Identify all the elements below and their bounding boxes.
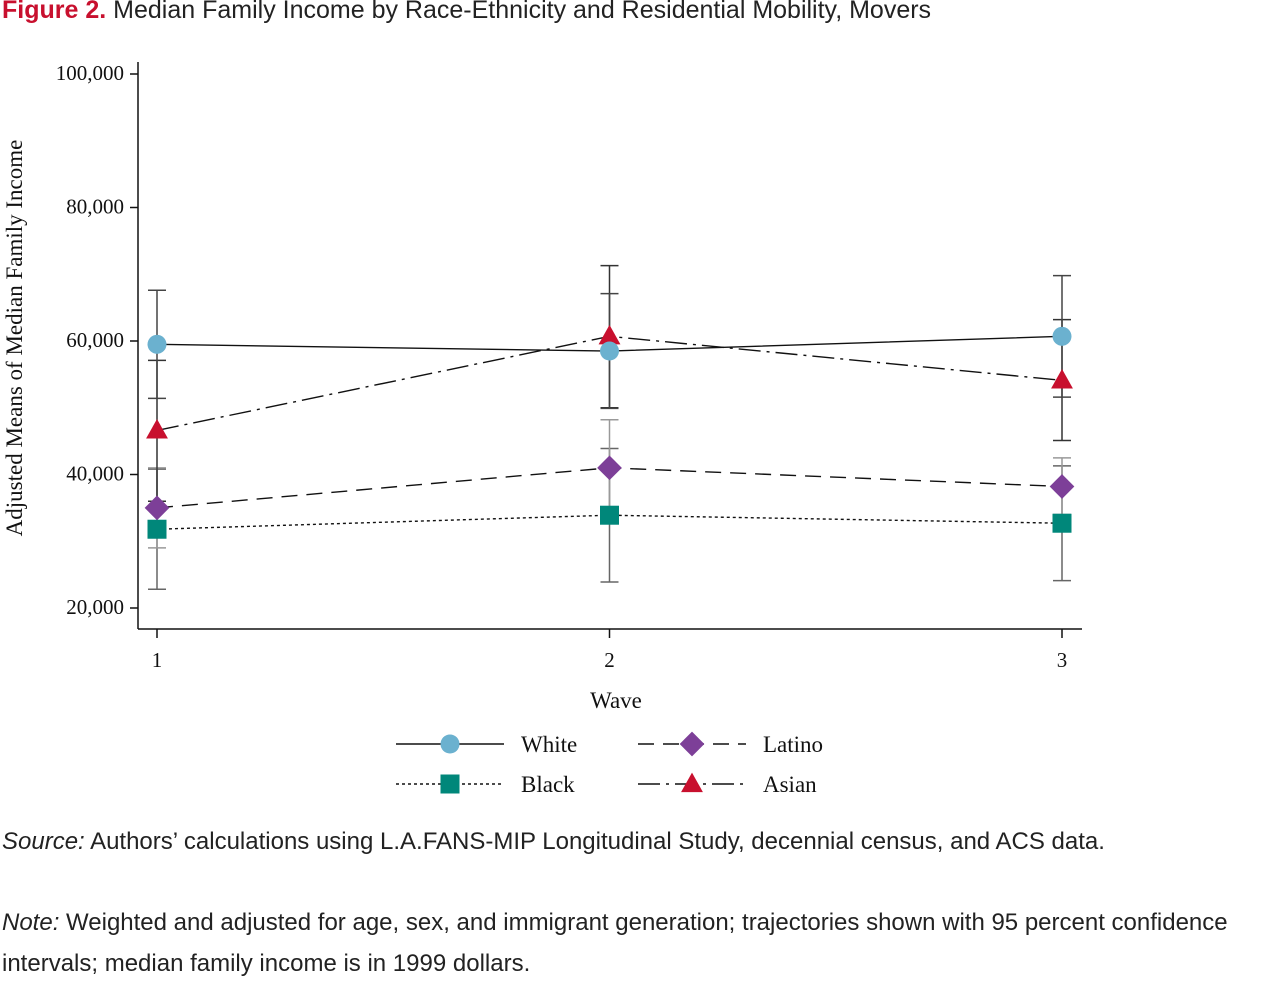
y-ticks: 20,000 40,000 60,000 80,000 100,000 [56, 61, 138, 619]
confidence-intervals [148, 264, 1071, 591]
black-point [147, 519, 167, 539]
legend-asian-label: Asian [763, 772, 817, 797]
legend-asian-marker [681, 772, 703, 793]
source-text: Authors’ calculations using L.A.FANS-MIP… [90, 828, 1105, 855]
legend: White Latino Black Asian [396, 731, 823, 797]
y-tick-label: 80,000 [66, 195, 124, 219]
chart: 20,000 40,000 60,000 80,000 100,000 1 2 3 Adju… [2, 61, 1082, 797]
asian-point [598, 324, 621, 345]
legend-latino-marker [679, 731, 705, 757]
white-point [1052, 326, 1072, 346]
y-tick-label: 60,000 [66, 328, 124, 352]
legend-latino-label: Latino [763, 732, 823, 757]
legend-white-label: White [521, 732, 577, 757]
note-text: Weighted and adjusted for age, sex, and … [2, 909, 1228, 977]
figure-title-text: Median Family Income by Race-Ethnicity a… [113, 0, 932, 24]
white-point [147, 334, 167, 354]
black-point [1052, 513, 1072, 533]
figure-title: Figure 2. Median Family Income by Race-E… [2, 0, 931, 25]
series-markers [144, 324, 1075, 539]
legend-black-label: Black [521, 772, 575, 797]
x-ticks: 1 2 3 [152, 629, 1068, 672]
black-point [600, 505, 619, 525]
legend-white-marker [440, 734, 460, 754]
y-tick-label: 100,000 [56, 61, 124, 85]
legend-black-marker [440, 774, 460, 794]
white-point [600, 341, 619, 361]
x-axis-label: Wave [590, 688, 642, 713]
footnote: Note: Weighted and adjusted for age, sex… [2, 902, 1272, 984]
source-label: Source: [2, 828, 85, 855]
x-tick-label: 2 [604, 648, 615, 672]
x-tick-label: 3 [1057, 648, 1068, 672]
y-tick-label: 20,000 [66, 595, 124, 619]
x-tick-label: 1 [152, 648, 163, 672]
latino-point [1049, 474, 1075, 499]
y-tick-label: 40,000 [66, 462, 124, 486]
figure-label: Figure 2. [2, 0, 107, 24]
note-label: Note: [2, 909, 60, 936]
latino-point [144, 495, 170, 521]
asian-point [1051, 368, 1073, 389]
asian-point [146, 419, 168, 439]
y-axis-label: Adjusted Means of Median Family Income [2, 140, 27, 537]
latino-point [597, 455, 622, 481]
source-note: Source: Authors’ calculations using L.A.… [2, 821, 1272, 862]
